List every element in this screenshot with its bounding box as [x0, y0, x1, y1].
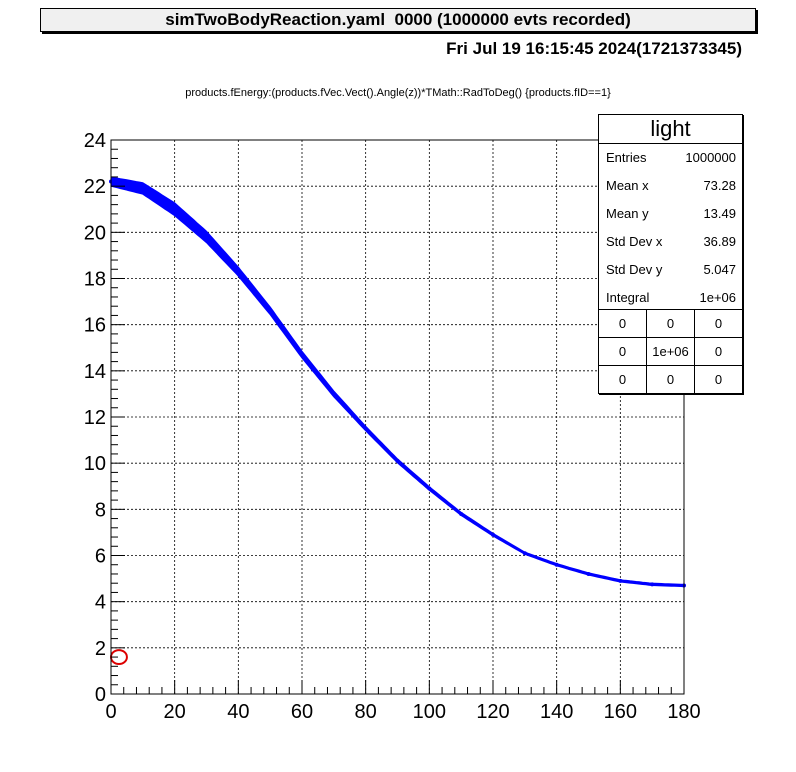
- stats-label: Integral: [606, 290, 650, 305]
- chart-subtitle: products.fEnergy:(products.fVec.Vect().A…: [185, 87, 611, 99]
- x-tick-label: 120: [476, 701, 509, 723]
- y-tick-label: 4: [95, 592, 106, 614]
- data-point: [427, 486, 432, 491]
- stats-grid-cell: 0: [646, 366, 694, 393]
- x-tick-label: 160: [604, 701, 637, 723]
- data-point: [395, 458, 400, 463]
- data-point: [331, 391, 336, 396]
- data-point: [172, 207, 177, 212]
- stats-value: 1000000: [685, 150, 736, 165]
- x-tick-label: 80: [355, 701, 377, 723]
- y-tick-label: 2: [95, 638, 106, 660]
- data-point: [650, 582, 655, 587]
- data-point: [300, 352, 304, 357]
- x-tick-label: 140: [540, 701, 573, 723]
- data-point: [618, 578, 623, 583]
- data-point: [236, 269, 241, 274]
- stats-grid-cell: 0: [618, 372, 627, 387]
- stats-label: Std Dev x: [606, 234, 663, 249]
- stats-grid-cell: 0: [694, 338, 742, 365]
- data-point: [554, 562, 559, 567]
- y-tick-label: 20: [84, 222, 106, 244]
- stats-grid: 0 0 0 0 1e+06 0 0 0 0: [599, 309, 742, 393]
- stats-row: Std Dev y 5.047: [599, 256, 742, 284]
- stats-label: Mean y: [606, 206, 649, 221]
- stats-value: 73.28: [703, 178, 736, 193]
- data-point: [268, 308, 273, 313]
- stats-row: Mean x 73.28: [599, 172, 742, 200]
- stats-grid-cell: 0: [694, 366, 742, 393]
- stats-row: Std Dev x 36.89: [599, 228, 742, 256]
- y-tick-label: 22: [84, 176, 106, 198]
- x-tick-label: 180: [667, 701, 700, 723]
- plot-title: simTwoBodyReaction.yaml 0000 (1000000 ev…: [40, 8, 756, 32]
- data-point: [522, 551, 527, 556]
- stats-box: light Entries 1000000 Mean x 73.28 Mean y 13.…: [598, 114, 743, 394]
- x-tick-label: 60: [291, 701, 313, 723]
- stats-value: 13.49: [703, 206, 736, 221]
- stats-grid-row: 0 1e+06 0: [599, 337, 742, 365]
- stats-label: Std Dev y: [606, 262, 663, 277]
- x-tick-label: 20: [164, 701, 186, 723]
- stats-grid-cell: 0: [694, 310, 742, 337]
- data-point: [140, 186, 145, 191]
- date-stamp: Fri Jul 19 16:15:45 2024(1721373345): [446, 39, 742, 58]
- x-tick-label: 100: [413, 701, 446, 723]
- y-tick-label: 6: [95, 546, 106, 568]
- y-tick-label: 14: [84, 361, 106, 383]
- y-tick-label: 24: [84, 130, 106, 152]
- stats-value: 1e+06: [699, 290, 736, 305]
- stats-grid-cell: 1e+06: [646, 338, 694, 365]
- y-tick-label: 12: [84, 407, 106, 429]
- y-tick-label: 0: [95, 684, 106, 706]
- data-point: [491, 532, 495, 537]
- stats-grid-cell: 0: [618, 344, 627, 359]
- data-point: [363, 426, 368, 431]
- data-point: [204, 234, 209, 239]
- x-tick-label: 40: [227, 701, 249, 723]
- stats-label: Entries: [606, 150, 647, 165]
- y-tick-label: 16: [84, 315, 106, 337]
- data-point: [586, 571, 591, 576]
- stats-row: Entries 1000000: [599, 144, 742, 172]
- stats-value: 5.047: [703, 262, 736, 277]
- y-tick-label: 8: [95, 499, 106, 521]
- data-point: [459, 511, 464, 516]
- stats-title: light: [599, 115, 742, 144]
- stats-row: Mean y 13.49: [599, 200, 742, 228]
- y-tick-label: 18: [84, 269, 106, 291]
- stats-grid-cell: 0: [618, 316, 627, 331]
- y-tick-label: 10: [84, 453, 106, 475]
- stats-value: 36.89: [703, 234, 736, 249]
- stats-row: Integral 1e+06: [599, 284, 742, 312]
- stats-label: Mean x: [606, 178, 649, 193]
- x-tick-label: 0: [105, 701, 116, 723]
- stats-grid-cell: 0: [646, 310, 694, 337]
